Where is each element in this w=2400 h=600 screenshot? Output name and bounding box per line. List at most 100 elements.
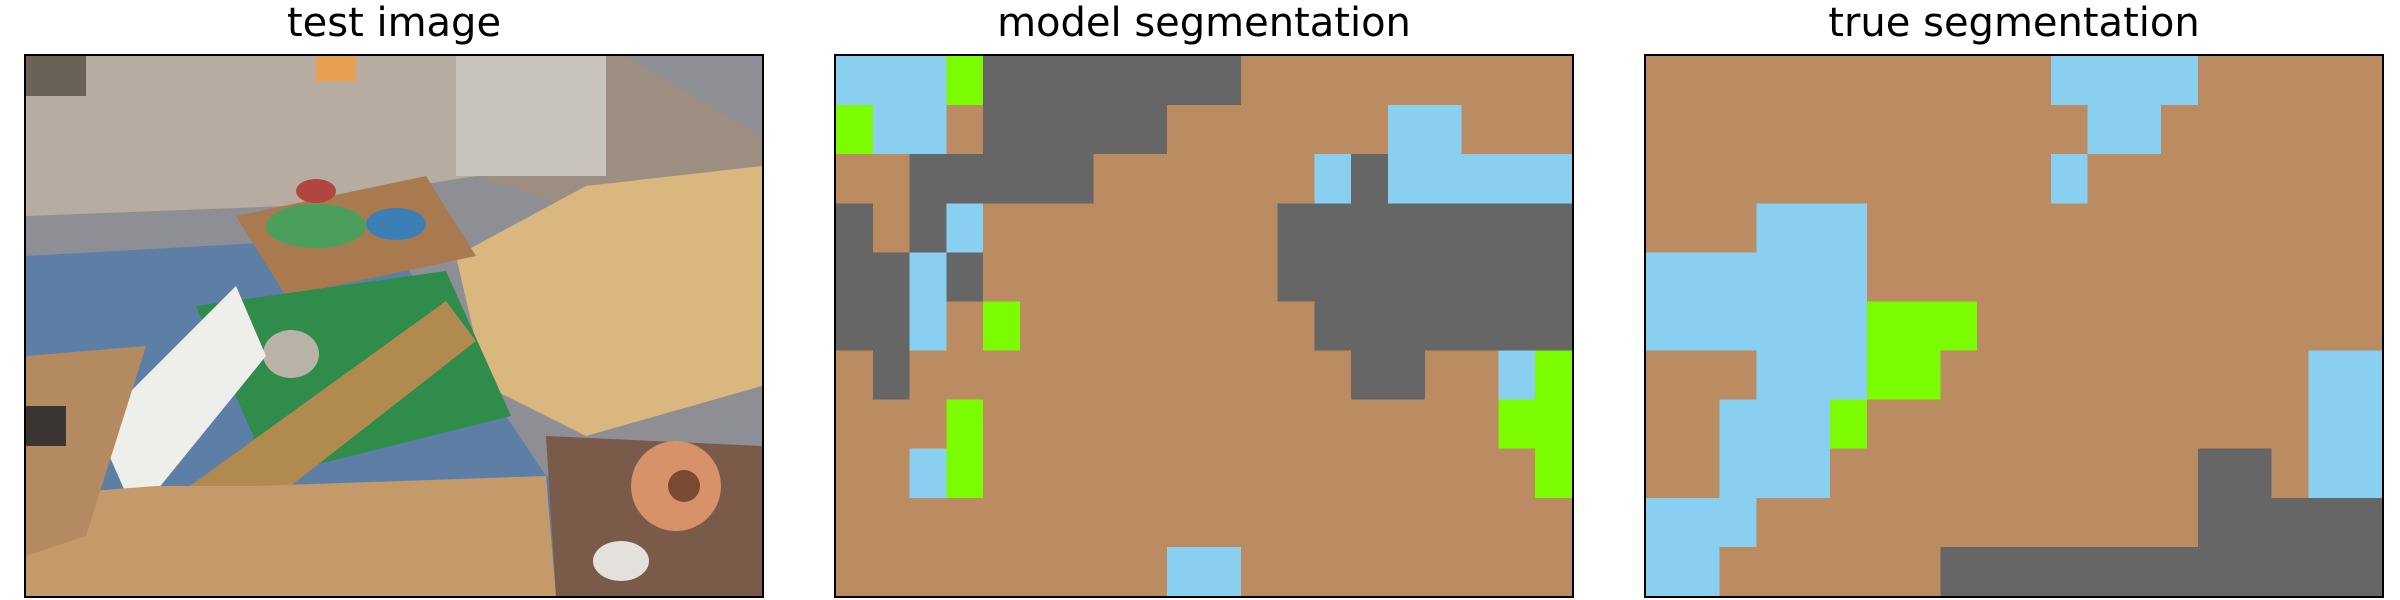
segmentation-cell xyxy=(1940,399,1978,450)
segmentation-cell xyxy=(1461,448,1499,499)
segmentation-cell xyxy=(1830,252,1868,303)
segmentation-cell xyxy=(2161,301,2199,352)
segmentation-cell xyxy=(2124,203,2162,253)
segmentation-cell xyxy=(1498,399,1536,450)
segmentation-cell xyxy=(1977,56,2015,106)
segmentation-cell xyxy=(1351,203,1389,253)
segmentation-cell xyxy=(1646,154,1684,204)
segmentation-cell xyxy=(1461,546,1499,596)
segmentation-cell xyxy=(2161,252,2199,303)
segmentation-cell xyxy=(1424,399,1463,450)
segmentation-cell xyxy=(1940,105,1978,155)
segmentation-cell xyxy=(2014,497,2052,548)
segmentation-cell xyxy=(1277,203,1315,253)
segmentation-cell xyxy=(2345,546,2382,596)
segmentation-cell xyxy=(2161,203,2199,253)
segmentation-cell xyxy=(1056,252,1095,303)
segmentation-cell xyxy=(1498,546,1536,596)
segmentation-cell xyxy=(2014,350,2052,401)
segmentation-cell xyxy=(1351,105,1389,155)
segmentation-cell xyxy=(946,350,984,401)
segmentation-cell xyxy=(2161,448,2199,499)
segmentation-cell xyxy=(872,448,911,499)
segmentation-cell xyxy=(1167,154,1205,204)
segmentation-cell xyxy=(1167,252,1205,303)
segmentation-cell xyxy=(2087,203,2125,253)
segmentation-cell xyxy=(1424,350,1463,401)
segmentation-cell xyxy=(1204,497,1242,548)
segmentation-cell xyxy=(1167,203,1205,253)
segmentation-cell xyxy=(1240,448,1279,499)
segmentation-cell xyxy=(1535,399,1572,450)
segmentation-cell xyxy=(1020,56,1058,106)
segmentation-cell xyxy=(1830,399,1868,450)
segmentation-cell xyxy=(1020,350,1058,401)
segmentation-cell xyxy=(2161,350,2199,401)
segmentation-cell xyxy=(1646,105,1684,155)
segmentation-cell xyxy=(1351,399,1389,450)
model-segmentation-grid xyxy=(836,56,1572,596)
segmentation-cell xyxy=(1056,497,1095,548)
segmentation-cell xyxy=(1351,448,1389,499)
segmentation-cell xyxy=(946,105,984,155)
segmentation-cell xyxy=(1646,399,1684,450)
segmentation-cell xyxy=(1130,203,1168,253)
segmentation-cell xyxy=(1646,350,1684,401)
pot-hole xyxy=(668,470,700,502)
segmentation-cell xyxy=(836,252,874,303)
segmentation-cell xyxy=(2050,497,2089,548)
segmentation-cell xyxy=(2308,203,2346,253)
segmentation-cell xyxy=(1388,252,1426,303)
segmentation-cell xyxy=(836,154,874,204)
segmentation-cell xyxy=(2050,154,2089,204)
segmentation-cell xyxy=(2087,252,2125,303)
segmentation-cell xyxy=(2087,301,2125,352)
segmentation-cell xyxy=(1682,448,1721,499)
segmentation-cell xyxy=(1535,203,1572,253)
ramp-back-left xyxy=(26,56,476,216)
segmentation-cell xyxy=(2234,252,2273,303)
segmentation-cell xyxy=(1793,399,1831,450)
segmentation-cell xyxy=(1314,448,1352,499)
segmentation-cell xyxy=(2234,448,2273,499)
segmentation-cell xyxy=(1240,301,1279,352)
segmentation-cell xyxy=(1204,154,1242,204)
stone-hold xyxy=(263,330,319,378)
segmentation-cell xyxy=(909,497,947,548)
segmentation-cell xyxy=(983,203,1021,253)
segmentation-cell xyxy=(2050,301,2089,352)
segmentation-cell xyxy=(1351,56,1389,106)
segmentation-cell xyxy=(2234,301,2273,352)
segmentation-cell xyxy=(2198,56,2236,106)
segmentation-cell xyxy=(1277,301,1315,352)
segmentation-cell xyxy=(946,56,984,106)
segmentation-cell xyxy=(2198,546,2236,596)
segmentation-cell xyxy=(2161,56,2199,106)
white-box xyxy=(456,56,606,176)
segmentation-cell xyxy=(1866,546,1905,596)
segmentation-cell xyxy=(1388,448,1426,499)
segmentation-cell xyxy=(2234,56,2273,106)
segmentation-cell xyxy=(1461,301,1499,352)
segmentation-cell xyxy=(1682,497,1721,548)
segmentation-cell xyxy=(1240,203,1279,253)
segmentation-cell xyxy=(1793,56,1831,106)
segmentation-cell xyxy=(1388,399,1426,450)
segmentation-cell xyxy=(2050,105,2089,155)
segmentation-cell xyxy=(983,399,1021,450)
segmentation-cell xyxy=(1682,154,1721,204)
segmentation-cell xyxy=(909,448,947,499)
segmentation-cell xyxy=(2124,350,2162,401)
segmentation-cell xyxy=(1314,546,1352,596)
segmentation-cell xyxy=(1903,56,1941,106)
segmentation-cell xyxy=(1977,154,2015,204)
segmentation-cell xyxy=(983,350,1021,401)
segmentation-cell xyxy=(2271,448,2309,499)
segmentation-cell xyxy=(1866,203,1905,253)
segmentation-cell xyxy=(983,301,1021,352)
segmentation-cell xyxy=(2161,399,2199,450)
segmentation-cell xyxy=(1424,56,1463,106)
segmentation-cell xyxy=(1940,350,1978,401)
segmentation-cell xyxy=(1388,301,1426,352)
segmentation-cell xyxy=(1903,350,1941,401)
